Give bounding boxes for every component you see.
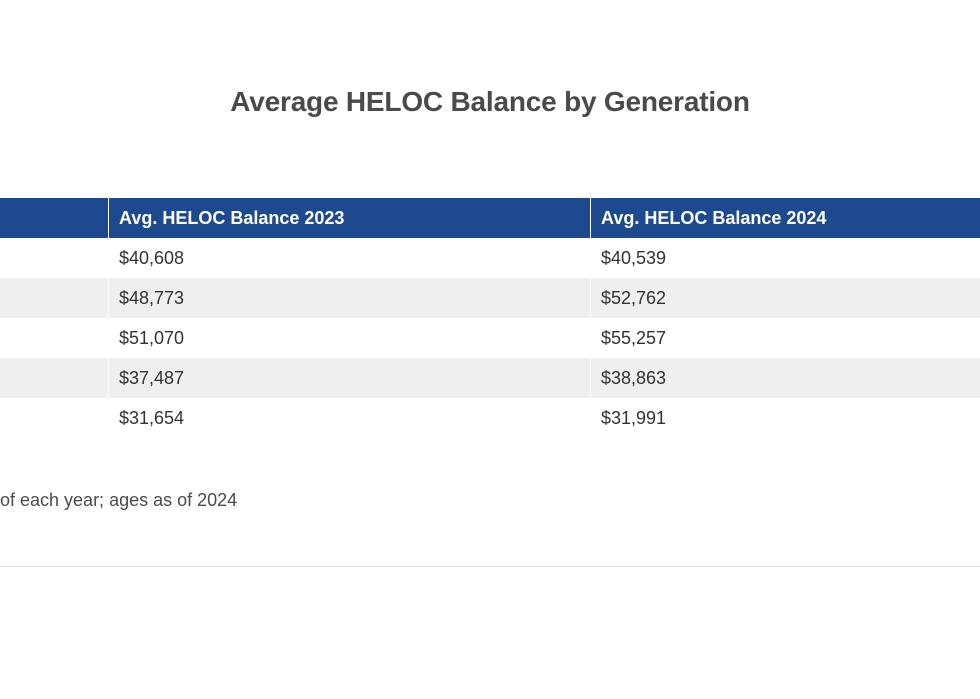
header-cell-generation xyxy=(0,198,108,238)
table-cell-generation xyxy=(0,238,108,278)
table-cell-2023: $51,070 xyxy=(108,318,590,358)
table-cell-2024: $52,762 xyxy=(590,278,980,318)
chart-title: Average HELOC Balance by Generation xyxy=(230,86,750,117)
table-cell-2024: $55,257 xyxy=(590,318,980,358)
table-cell-2024: $40,539 xyxy=(590,238,980,278)
section-divider xyxy=(0,566,980,567)
table-cell-generation xyxy=(0,318,108,358)
table-cell-2023: $48,773 xyxy=(108,278,590,318)
table-cell-generation xyxy=(0,398,108,438)
table-cell-2023: $31,654 xyxy=(108,398,590,438)
heloc-table: Avg. HELOC Balance 2023 Avg. HELOC Balan… xyxy=(0,198,980,438)
header-cell-2023: Avg. HELOC Balance 2023 xyxy=(108,198,590,238)
table-cell-2023: $37,487 xyxy=(108,358,590,398)
table-row: $40,608 $40,539 xyxy=(0,238,980,278)
table-cell-2024: $31,991 xyxy=(590,398,980,438)
table-row: $48,773 $52,762 xyxy=(0,278,980,318)
table-row: $31,654 $31,991 xyxy=(0,398,980,438)
table-footnote: of each year; ages as of 2024 xyxy=(0,490,238,510)
table-row: $51,070 $55,257 xyxy=(0,318,980,358)
table-cell-generation xyxy=(0,278,108,318)
table-row: $37,487 $38,863 xyxy=(0,358,980,398)
header-cell-2024: Avg. HELOC Balance 2024 xyxy=(590,198,980,238)
table-cell-2024: $38,863 xyxy=(590,358,980,398)
table-header-row: Avg. HELOC Balance 2023 Avg. HELOC Balan… xyxy=(0,198,980,238)
table-cell-2023: $40,608 xyxy=(108,238,590,278)
table-cell-generation xyxy=(0,358,108,398)
